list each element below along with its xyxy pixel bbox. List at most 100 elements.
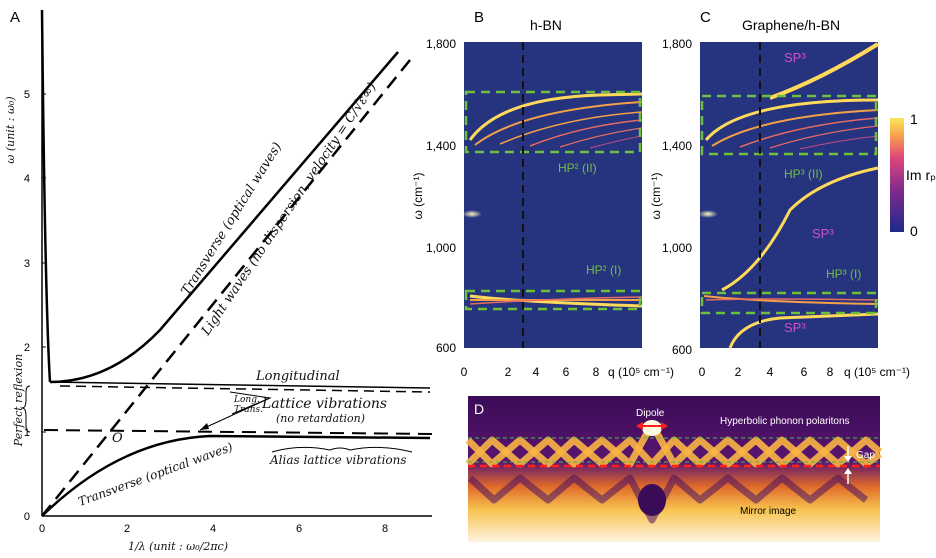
label-longitudinal: Longitudinal (255, 369, 340, 384)
c-upper-branch-1 (704, 98, 879, 141)
colorbar-label: Im rₚ (906, 167, 936, 183)
label-transverse-upper: Transverse (optical waves) (179, 140, 286, 298)
panel-b-title: h-BN (530, 17, 562, 33)
perfect-reflexion-label: Perfect reflexion (12, 354, 25, 447)
panel-a-x-label: 1/λ (unit : ω₀/2πc) (128, 540, 228, 553)
d-mirror-label: Mirror image (740, 506, 797, 517)
panel-c-title: Graphene/h-BN (742, 17, 840, 33)
label-transverse-lower: Transverse (optical waves) (76, 440, 235, 509)
b-upper-band-box (464, 90, 642, 154)
colorbar-gradient (890, 118, 904, 232)
panel-a-letter: A (10, 9, 20, 26)
y-tick-2: 2 (24, 342, 30, 354)
panel-d-letter: D (474, 401, 484, 417)
b-x-tick-8: 8 (593, 365, 600, 379)
b-band-upper-label: HP² (II) (558, 161, 597, 175)
c-x-tick-4: 4 (767, 365, 774, 379)
c-band-upper-label: HP³ (II) (784, 167, 823, 181)
x-tick-8: 8 (382, 523, 388, 535)
b-x-tick-2: 2 (505, 365, 512, 379)
b-x-tick-6: 6 (563, 365, 570, 379)
c-x-tick-8: 8 (827, 365, 834, 379)
upper-polariton-curve (49, 51, 399, 384)
longitudinal-line (49, 381, 431, 389)
c-sp-mid-label: SP³ (812, 226, 834, 241)
b-upper-branch-2 (474, 101, 643, 146)
c-x-label: q (10⁵ cm⁻¹) (844, 365, 910, 379)
panel-a-x-ticks: 0 2 4 6 8 (39, 523, 388, 535)
b-y-label: ω (cm⁻¹) (411, 172, 425, 219)
panel-a: A 0 1 2 3 4 5 0 2 4 6 8 1/λ (unit : ω₀/2… (4, 9, 433, 553)
c-sp-mid-curve (721, 166, 879, 292)
c-sp-top-curve (769, 42, 880, 100)
d-hpp-label: Hyperbolic phonon polaritons (720, 416, 850, 427)
b-lower-band-box (464, 289, 642, 311)
c-sp-bottom-curve (728, 312, 879, 349)
x-tick-4: 4 (210, 523, 216, 535)
c-sp-top-label: SP³ (784, 50, 806, 65)
transverse-dashed (43, 429, 433, 435)
c-upper-band-box (700, 94, 878, 156)
label-alias: Alias lattice vibrations (269, 453, 407, 467)
b-x-tick-4: 4 (533, 365, 540, 379)
c-y-tick-1400: 1,400 (662, 139, 692, 153)
upper-axis-branch (40, 9, 52, 383)
panel-a-y-ticks: 0 1 2 3 4 5 (24, 89, 46, 523)
b-glow (462, 210, 482, 218)
c-y-tick-600: 600 (672, 343, 692, 357)
label-trans: Trans. (234, 405, 263, 415)
c-sp-bottom-label: SP³ (784, 320, 806, 335)
label-light-waves: Light waves (no dispersion, velocity = C… (198, 80, 379, 339)
b-x-tick-0: 0 (461, 365, 468, 379)
y-tick-0: 0 (24, 511, 30, 523)
c-band-lower-label: HP³ (I) (826, 267, 861, 281)
label-lattice-vibrations: Lattice vibrations (261, 396, 387, 412)
label-long: Long. (233, 395, 260, 405)
c-y-label: ω (cm⁻¹) (649, 172, 663, 219)
label-origin-o: O (112, 431, 123, 446)
c-x-tick-2: 2 (735, 365, 742, 379)
y-tick-3: 3 (24, 258, 30, 270)
panel-c: C Graphene/h-BN SP³ HP³ (II) SP³ HP³ (I)… (649, 9, 910, 379)
b-lower-branch-1 (469, 294, 643, 308)
b-y-tick-600: 600 (436, 341, 456, 355)
panel-c-map (700, 42, 878, 348)
colorbar: 1 0 Im rₚ (890, 111, 936, 239)
c-x-tick-6: 6 (801, 365, 808, 379)
panel-c-letter: C (700, 9, 711, 26)
reflexion-brace (21, 385, 31, 433)
longitudinal-dashed (59, 385, 431, 393)
panel-b: B h-BN HP² (II) HP² (I) 1,800 1,400 1,00… (411, 9, 674, 379)
panel-d-field-map (468, 396, 880, 542)
d-gap-label: Gap (856, 450, 875, 461)
panel-a-y-label: ω (unit : ω₀) (4, 96, 17, 163)
lower-polariton-curve (41, 434, 431, 517)
b-upper-branch-1 (468, 92, 643, 141)
c-y-tick-1000: 1,000 (662, 241, 692, 255)
b-y-tick-1800: 1,800 (426, 37, 456, 51)
c-lower-branch (703, 295, 879, 305)
d-mirror-dipole (638, 484, 666, 516)
label-no-retardation: (no retardation) (276, 412, 365, 425)
d-dipole-label: Dipole (636, 408, 665, 419)
x-tick-2: 2 (124, 523, 130, 535)
panel-d: D Dipole Hyperbolic phonon polaritons Ga… (465, 396, 883, 542)
y-tick-4: 4 (24, 173, 30, 185)
c-x-tick-0: 0 (699, 365, 706, 379)
c-y-tick-1800: 1,800 (662, 37, 692, 51)
d-ray-zigzag-lower (465, 436, 883, 468)
d-dipole-glow (642, 420, 662, 436)
light-line (41, 59, 411, 517)
y-tick-1: 1 (24, 427, 30, 439)
c-lower-band-box (700, 291, 878, 315)
colorbar-max: 1 (910, 111, 918, 127)
b-y-tick-1400: 1,400 (426, 139, 456, 153)
b-upper-branch-3 (499, 111, 643, 145)
b-y-tick-1000: 1,000 (426, 241, 456, 255)
d-ray-zigzag-upper (465, 420, 883, 468)
panel-b-letter: B (474, 9, 484, 26)
x-tick-0: 0 (39, 523, 45, 535)
colorbar-min: 0 (910, 223, 918, 239)
b-band-lower-label: HP² (I) (586, 263, 621, 277)
